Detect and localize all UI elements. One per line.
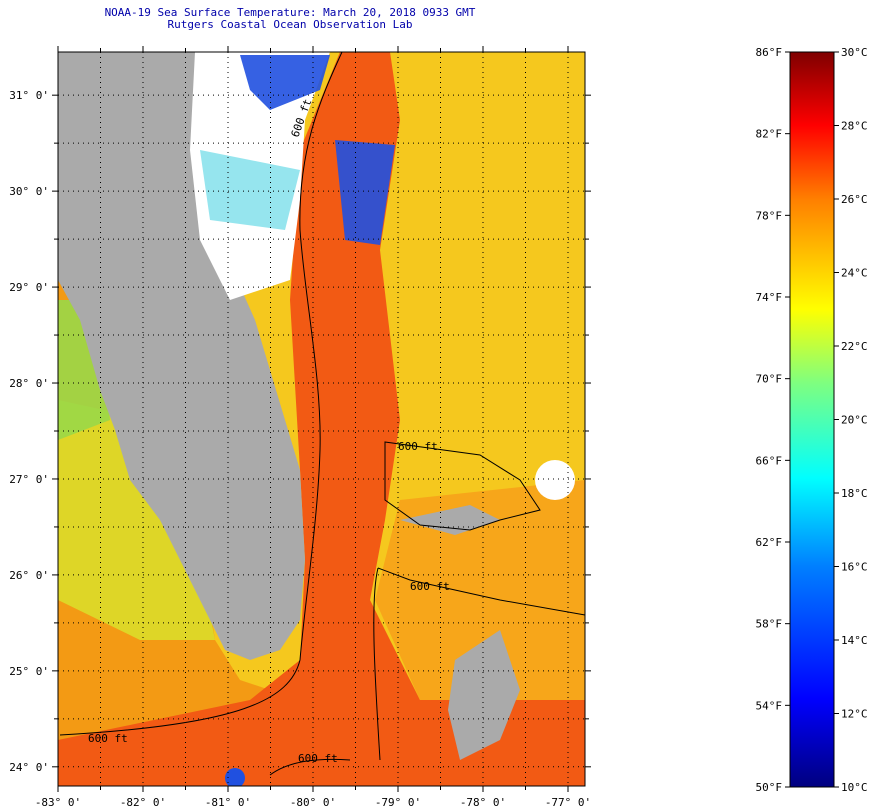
cyan-patch — [200, 150, 300, 230]
isobath-great-bahama — [373, 567, 586, 761]
isobath-label: 600 ft — [298, 752, 338, 765]
bahamas-grand-bahama — [400, 505, 500, 535]
cold-patch-south — [225, 768, 245, 786]
lon-tick-label: -83° 0' — [35, 796, 81, 809]
isobath-little-bahama — [384, 441, 541, 531]
colorbar-c-label: 14°C — [841, 634, 868, 647]
lon-tick-label: -78° 0' — [460, 796, 506, 809]
colorbar-celsius-labels: 30°C 28°C 26°C 24°C 22°C 20°C 18°C 16°C 14°C 12°C… — [834, 46, 868, 794]
map-frame — [57, 51, 586, 787]
lat-tick-label: 25° 0' — [9, 665, 49, 678]
colorbar-c-label: 30°C — [841, 46, 868, 59]
cloud-bahamas — [535, 460, 575, 500]
lon-tick-label: -80° 0' — [290, 796, 336, 809]
isobath-label: 600 ft — [88, 732, 128, 745]
colorbar-c-label: 24°C — [841, 267, 868, 280]
colorbar-c-label: 28°C — [841, 120, 868, 133]
cold-patch-cape — [335, 140, 395, 245]
map-subtitle: Rutgers Coastal Ocean Observation Lab — [167, 18, 413, 31]
isobath-label: 600 ft — [398, 440, 438, 453]
colorbar-f-label: 74°F — [756, 291, 783, 304]
lon-tick-label: -81° 0' — [205, 796, 251, 809]
colorbar-c-label: 22°C — [841, 340, 868, 353]
colorbar-f-label: 66°F — [756, 454, 783, 467]
gulf-stream-orange-east — [375, 480, 585, 700]
lat-tick-label: 26° 0' — [9, 569, 49, 582]
lat-tick-label: 27° 0' — [9, 473, 49, 486]
colorbar — [789, 51, 835, 788]
colorbar-f-label: 54°F — [756, 699, 783, 712]
isobath-label: 600 ft — [410, 580, 450, 593]
lat-tick-label: 30° 0' — [9, 185, 49, 198]
lat-tick-label: 31° 0' — [9, 89, 49, 102]
colorbar-c-label: 18°C — [841, 487, 868, 500]
lat-tick-label: 29° 0' — [9, 281, 49, 294]
florida-land — [58, 52, 305, 660]
colorbar-f-label: 62°F — [756, 536, 783, 549]
sst-map — [58, 52, 585, 786]
gulf-greenish-shelf — [58, 400, 215, 640]
lat-tick-label: 24° 0' — [9, 761, 49, 774]
longitude-axis: -83° 0' -82° 0' -81° 0' -80° 0' -79° 0' -78° … — [35, 46, 591, 809]
colorbar-c-label: 10°C — [841, 781, 868, 794]
colorbar-c-label: 20°C — [841, 414, 868, 427]
isobath-florida-east — [59, 51, 343, 736]
colorbar-f-label: 86°F — [756, 46, 783, 59]
lat-tick-label: 28° 0' — [9, 377, 49, 390]
isobath-contours — [59, 51, 586, 776]
colorbar-f-label: 50°F — [756, 781, 783, 794]
colorbar-c-label: 12°C — [841, 708, 868, 721]
colorbar-fahrenheit-labels: 86°F 82°F 78°F 74°F 70°F 66°F 62°F 58°F 54°F 50°F — [756, 46, 790, 794]
latitude-axis: 31° 0' 30° 0' 29° 0' 28° 0' 27° 0' 26° 0' 25° … — [9, 89, 591, 774]
lon-tick-label: -82° 0' — [120, 796, 166, 809]
colorbar-f-label: 70°F — [756, 373, 783, 386]
lon-tick-label: -79° 0' — [375, 796, 421, 809]
bahamas-andros — [448, 630, 520, 760]
colorbar-f-label: 78°F — [756, 209, 783, 222]
colorbar-c-label: 26°C — [841, 193, 868, 206]
colorbar-f-label: 58°F — [756, 618, 783, 631]
colorbar-f-label: 82°F — [756, 128, 783, 141]
colorbar-c-label: 16°C — [841, 561, 868, 574]
cold-patch-north — [240, 55, 330, 110]
lon-tick-label: -77° 0' — [545, 796, 591, 809]
isobath-south — [269, 758, 351, 776]
gulf-stream-water — [58, 52, 585, 786]
map-title: NOAA-19 Sea Surface Temperature: March 2… — [104, 6, 476, 19]
